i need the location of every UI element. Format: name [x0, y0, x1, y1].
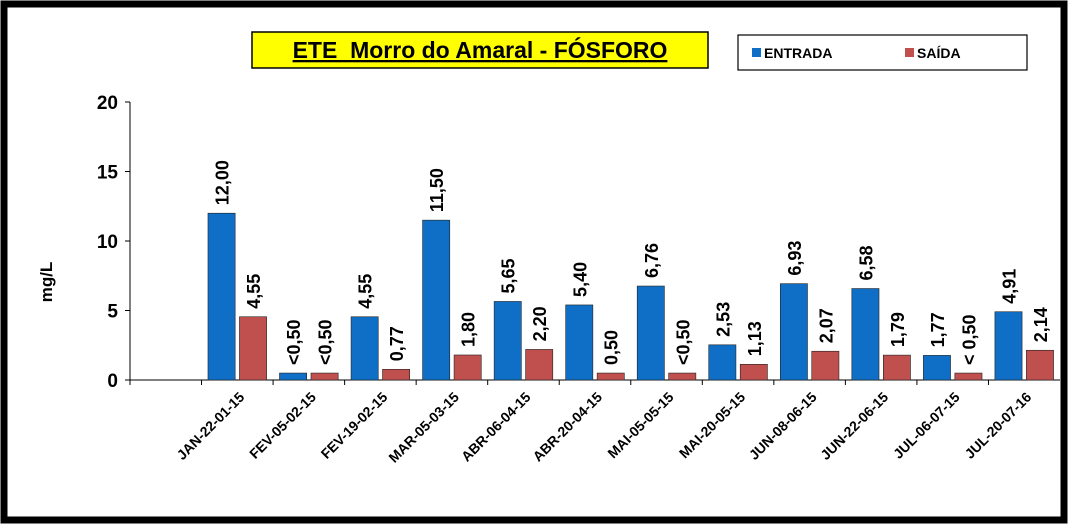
bar — [779, 283, 808, 381]
value-label: 0,77 — [387, 326, 407, 361]
value-label: 2,07 — [816, 308, 836, 343]
bar — [811, 350, 840, 381]
value-label: 5,65 — [499, 258, 519, 293]
value-label: 6,93 — [785, 241, 805, 276]
y-axis-label: mg/L — [37, 262, 56, 303]
value-label: <0,50 — [284, 320, 304, 366]
bar — [382, 368, 411, 381]
value-label: 2,20 — [530, 306, 550, 341]
legend-box — [737, 34, 1028, 71]
bar — [668, 372, 697, 381]
bar — [636, 285, 665, 381]
value-label: 0,50 — [602, 330, 622, 365]
value-label: 6,76 — [642, 243, 662, 278]
legend-swatch — [752, 48, 761, 57]
bar — [310, 372, 339, 381]
y-tick-label: 0 — [107, 371, 118, 392]
legend-swatch — [905, 48, 914, 57]
bar — [453, 354, 482, 381]
value-label: 4,91 — [999, 269, 1019, 304]
value-label: 2,53 — [713, 302, 733, 337]
bar — [882, 354, 911, 381]
bar — [708, 344, 737, 381]
value-label: 4,55 — [244, 274, 264, 309]
bar — [565, 304, 594, 381]
bar — [923, 355, 951, 381]
bar — [422, 219, 451, 381]
y-tick-label: 5 — [107, 302, 118, 323]
value-label: 5,40 — [570, 262, 590, 297]
bar — [279, 372, 307, 381]
bar — [493, 301, 522, 381]
y-tick-label: 20 — [97, 93, 118, 114]
value-label: < 0,50 — [959, 315, 979, 366]
value-label: <0,50 — [673, 320, 693, 366]
value-label: 12,00 — [213, 160, 233, 205]
bar — [207, 212, 236, 381]
chart-title: ETE_Morro do Amaral - FÓSFORO — [293, 36, 668, 63]
value-label: 1,13 — [745, 321, 765, 356]
bar — [239, 316, 267, 381]
value-label: 1,77 — [928, 312, 948, 347]
value-label: 1,80 — [459, 312, 479, 347]
value-label: <0,50 — [316, 320, 336, 366]
bar — [851, 288, 880, 381]
bar — [525, 349, 554, 381]
y-tick-label: 10 — [97, 232, 118, 253]
value-label: 11,50 — [427, 168, 447, 212]
value-label: 6,58 — [856, 245, 876, 280]
title-box — [251, 31, 709, 69]
value-label: 2,14 — [1031, 307, 1051, 342]
bar — [954, 372, 983, 381]
bar — [1026, 349, 1054, 381]
bar — [350, 316, 379, 381]
bar — [994, 311, 1023, 381]
legend-label: ENTRADA — [764, 45, 832, 61]
value-label: 4,55 — [356, 274, 376, 309]
y-tick-label: 15 — [97, 163, 119, 184]
bar — [596, 372, 625, 381]
legend-label: SAÍDA — [917, 45, 961, 61]
bar — [739, 363, 768, 381]
value-label: 1,79 — [888, 312, 908, 347]
